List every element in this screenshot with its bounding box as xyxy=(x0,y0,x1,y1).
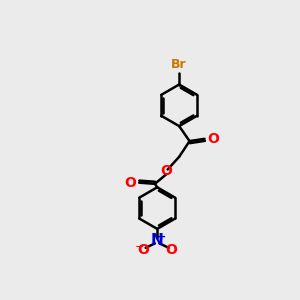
Text: −: − xyxy=(134,242,144,252)
Text: O: O xyxy=(160,164,172,178)
Text: O: O xyxy=(207,132,219,146)
Text: O: O xyxy=(165,243,177,257)
Text: O: O xyxy=(124,176,136,190)
Text: N: N xyxy=(151,233,164,248)
Text: Br: Br xyxy=(171,58,187,71)
Text: +: + xyxy=(157,232,167,242)
Text: O: O xyxy=(137,243,149,257)
